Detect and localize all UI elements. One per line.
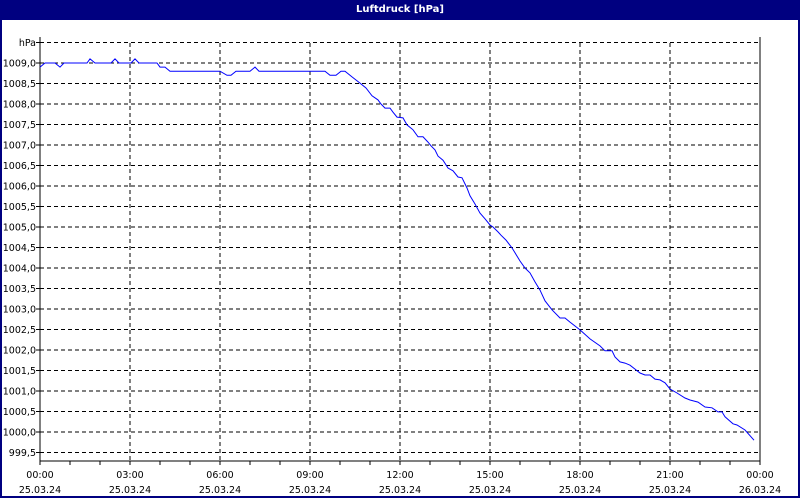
y-tick-label: 1006,5 <box>3 161 36 172</box>
x-tick-label-date: 25.03.24 <box>289 485 331 496</box>
x-tick-label-time: 18:00 <box>566 470 593 481</box>
x-tick-label-date: 25.03.24 <box>199 485 241 496</box>
y-tick-label: 1007,5 <box>3 120 36 131</box>
y-tick-label: hPa <box>19 38 36 49</box>
y-tick-label: 1002,0 <box>3 346 36 357</box>
pressure-series-line <box>39 58 755 441</box>
x-tick-label-time: 06:00 <box>206 470 233 481</box>
y-tick-label: 1004,5 <box>3 243 36 254</box>
x-tick-label-time: 09:00 <box>296 470 323 481</box>
y-tick-label: 1001,5 <box>3 366 36 377</box>
x-tick-label-time: 12:00 <box>386 470 413 481</box>
y-tick-label: 1002,5 <box>3 325 36 336</box>
x-tick-label-date: 25.03.24 <box>469 485 511 496</box>
x-tick-label-date: 25.03.24 <box>649 485 691 496</box>
x-tick-label-time: 03:00 <box>116 470 143 481</box>
y-tick-label: 1008,0 <box>3 100 36 111</box>
x-tick-label-date: 25.03.24 <box>19 485 61 496</box>
y-tick-label: 1007,0 <box>3 141 36 152</box>
y-tick-label: 1000,5 <box>3 407 36 418</box>
window-title: Luftdruck [hPa] <box>0 0 800 20</box>
y-tick-label: 1003,5 <box>3 284 36 295</box>
x-tick-label-time: 00:00 <box>26 470 53 481</box>
x-tick-label-time: 00:00 <box>746 470 773 481</box>
y-tick-label: 1003,0 <box>3 305 36 316</box>
x-tick-label-date: 25.03.24 <box>559 485 601 496</box>
x-tick-label-date: 26.03.24 <box>739 485 781 496</box>
y-tick-label: 1005,5 <box>3 202 36 213</box>
y-tick-label: 1009,0 <box>3 59 36 70</box>
y-tick-label: 1001,0 <box>3 387 36 398</box>
x-tick-label-time: 15:00 <box>476 470 503 481</box>
x-tick-label-date: 25.03.24 <box>379 485 421 496</box>
x-tick-label-time: 21:00 <box>656 470 683 481</box>
y-tick-label: 1004,0 <box>3 264 36 275</box>
y-tick-label: 1008,5 <box>3 79 36 90</box>
y-tick-label: 999,5 <box>9 448 36 459</box>
y-tick-label: 1006,0 <box>3 182 36 193</box>
y-tick-label: 1005,0 <box>3 223 36 234</box>
y-tick-label: 1000,0 <box>3 428 36 439</box>
x-tick-label-date: 25.03.24 <box>109 485 151 496</box>
